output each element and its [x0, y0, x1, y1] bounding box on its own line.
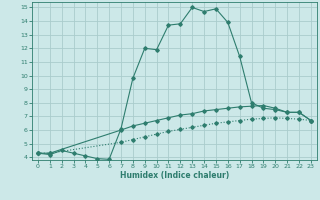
- X-axis label: Humidex (Indice chaleur): Humidex (Indice chaleur): [120, 171, 229, 180]
